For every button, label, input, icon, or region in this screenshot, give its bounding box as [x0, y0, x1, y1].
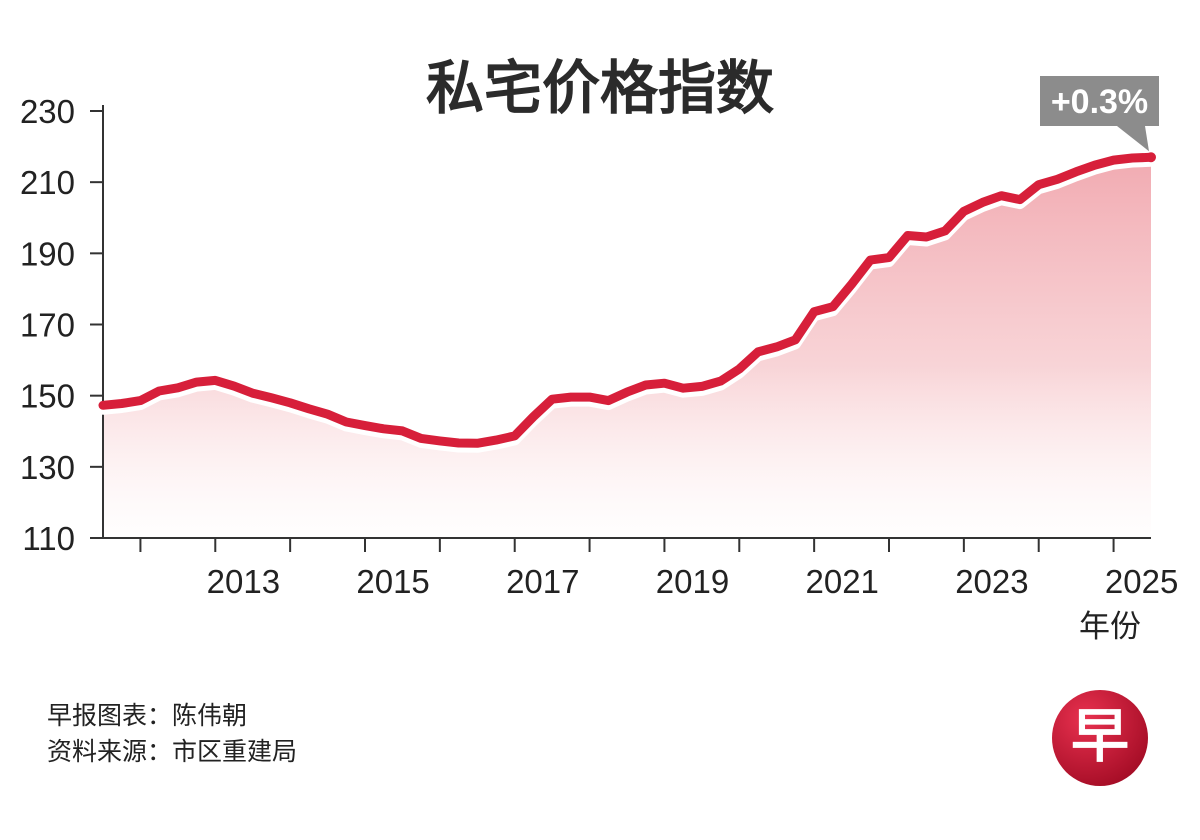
annotation-callout-box: [1040, 76, 1159, 152]
area-layer: [103, 157, 1151, 539]
chart-credit: 早报图表：陈伟朝: [47, 701, 248, 730]
x-tick-label-2019: 2019: [656, 563, 729, 600]
y-tick-label-110: 110: [22, 520, 75, 557]
y-tick-label-190: 190: [20, 235, 75, 272]
y-tick-label-170: 170: [20, 307, 75, 344]
x-tick-label-2017: 2017: [506, 563, 579, 600]
logo-glyph: 早: [1071, 702, 1129, 770]
series-line: [98, 152, 1156, 448]
line-layer: [97, 152, 1157, 453]
y-tick-label-230: 230: [20, 93, 75, 130]
credits-block: 早报图表：陈伟朝 资料来源：市区重建局: [47, 698, 297, 770]
x-axis-unit-label: 年份: [1079, 609, 1141, 645]
y-tick-label-130: 130: [20, 449, 75, 486]
axes-layer: 110 130 150 170 190 210 230 2013 2015 2017 2019 202…: [20, 93, 1178, 600]
x-tick-label-2015: 2015: [356, 563, 429, 600]
x-tick-label-2021: 2021: [806, 563, 879, 600]
y-tick-label-210: 210: [20, 164, 75, 201]
annotation-label: +0.3%: [1051, 83, 1148, 121]
series-end-point: [1146, 152, 1156, 163]
data-source: 资料来源：市区重建局: [47, 737, 298, 766]
logo-circle: [1052, 690, 1148, 786]
annotation-layer: +0.3%: [1040, 76, 1159, 163]
x-tick-label-2023: 2023: [955, 563, 1028, 600]
x-tick-label-2013: 2013: [207, 563, 280, 600]
zaobao-logo-icon: 早: [1052, 690, 1148, 786]
chart-title: 私宅价格指数: [426, 54, 774, 122]
series-area-fill: [103, 157, 1151, 539]
y-tick-label-150: 150: [20, 378, 75, 415]
x-tick-label-2025: 2025: [1105, 563, 1178, 600]
